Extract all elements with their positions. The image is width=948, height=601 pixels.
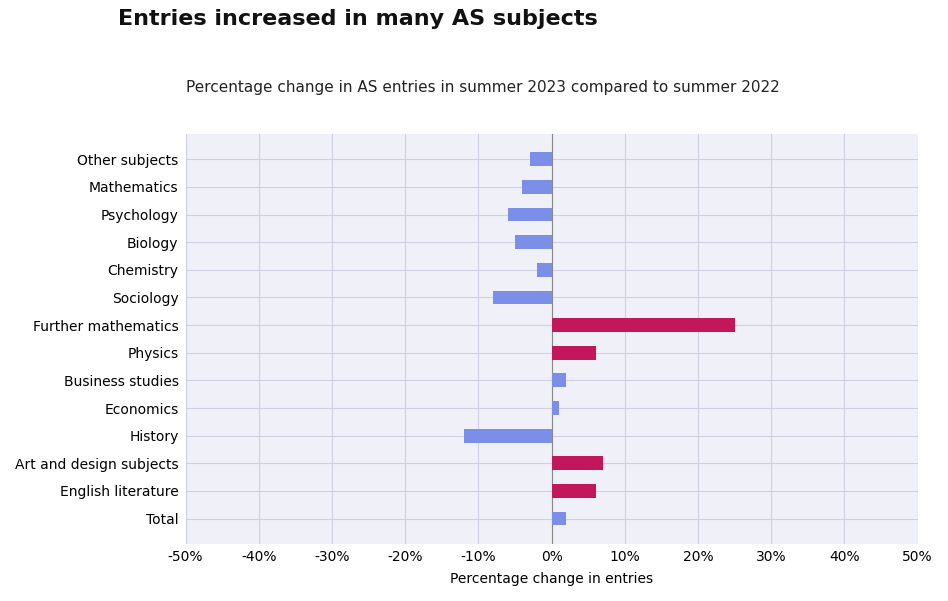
Bar — [552, 318, 735, 332]
Bar — [552, 346, 595, 359]
Bar — [515, 235, 552, 249]
Bar — [552, 456, 603, 470]
Bar — [552, 401, 559, 415]
Bar — [493, 290, 552, 304]
Text: Entries increased in many AS subjects: Entries increased in many AS subjects — [118, 9, 598, 29]
Bar — [552, 511, 566, 525]
Text: Percentage change in AS entries in summer 2023 compared to summer 2022: Percentage change in AS entries in summe… — [186, 80, 779, 95]
Bar — [552, 373, 566, 387]
Bar — [552, 484, 595, 498]
Bar — [530, 153, 552, 166]
Bar — [464, 429, 552, 442]
Bar — [508, 207, 552, 221]
Bar — [522, 180, 552, 194]
X-axis label: Percentage change in entries: Percentage change in entries — [450, 572, 653, 586]
Bar — [537, 263, 552, 276]
